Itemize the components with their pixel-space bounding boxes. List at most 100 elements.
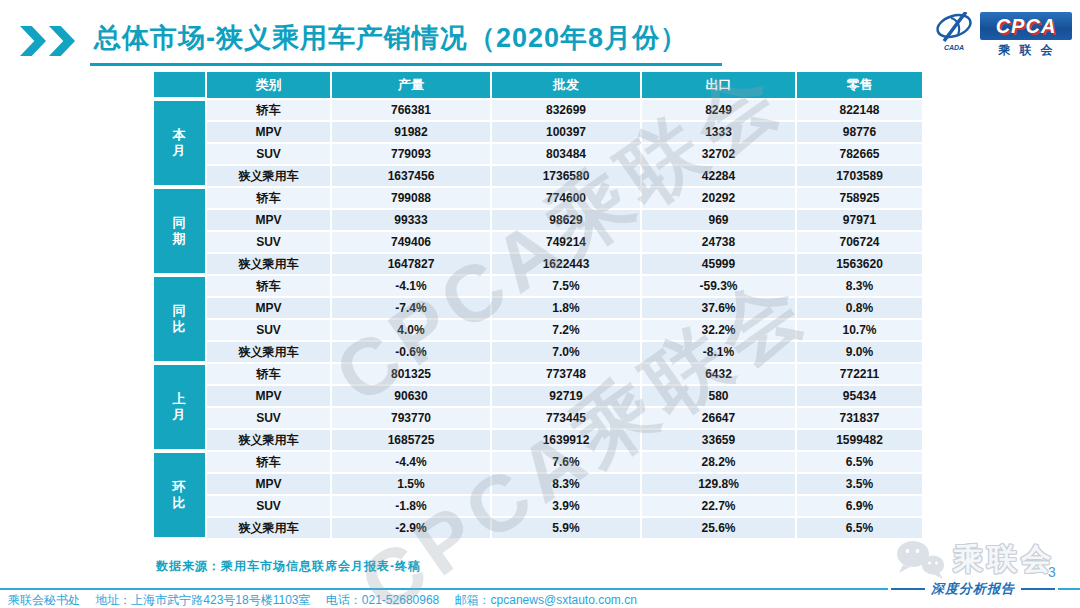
wechat-label: 乘联会 [953, 539, 1055, 580]
data-table: 类别产量批发出口零售 本 月轿车7663818326998249822148MP… [152, 70, 924, 541]
table-row: 同 比轿车-4.1%7.5%-59.3%8.3% [153, 275, 923, 297]
value-cell: 6432 [641, 363, 796, 385]
logo-swoosh-icon: CADA [931, 12, 977, 51]
category-cell: 轿车 [206, 99, 331, 121]
value-cell: 100397 [491, 121, 641, 143]
title-chevrons-icon [20, 26, 75, 56]
category-cell: 狭义乘用车 [206, 517, 331, 539]
table-row: MPV1.5%8.3%129.8%3.5% [153, 473, 923, 495]
table-container: 类别产量批发出口零售 本 月轿车7663818326998249822148MP… [152, 70, 922, 541]
value-cell: -0.6% [331, 341, 491, 363]
category-cell: 狭义乘用车 [206, 165, 331, 187]
table-row: SUV4.0%7.2%32.2%10.7% [153, 319, 923, 341]
value-cell: 10.7% [796, 319, 923, 341]
row-group-label: 上 月 [153, 363, 206, 451]
value-cell: 28.2% [641, 451, 796, 473]
value-cell: 580 [641, 385, 796, 407]
row-group-label: 同 比 [153, 275, 206, 363]
value-cell: 731837 [796, 407, 923, 429]
category-cell: SUV [206, 231, 331, 253]
value-cell: 8.3% [491, 473, 641, 495]
value-cell: 129.8% [641, 473, 796, 495]
value-cell: -7.4% [331, 297, 491, 319]
value-cell: -4.1% [331, 275, 491, 297]
category-cell: MPV [206, 473, 331, 495]
column-header: 产量 [331, 71, 491, 99]
value-cell: 1599482 [796, 429, 923, 451]
value-cell: 37.6% [641, 297, 796, 319]
value-cell: -8.1% [641, 341, 796, 363]
table-row: MPV993339862996997971 [153, 209, 923, 231]
value-cell: 0.8% [796, 297, 923, 319]
column-header: 零售 [796, 71, 923, 99]
value-cell: 803484 [491, 143, 641, 165]
category-cell: MPV [206, 209, 331, 231]
column-header: 出口 [641, 71, 796, 99]
value-cell: -1.8% [331, 495, 491, 517]
category-cell: 狭义乘用车 [206, 253, 331, 275]
table-row: SUV-1.8%3.9%22.7%6.9% [153, 495, 923, 517]
value-cell: 706724 [796, 231, 923, 253]
value-cell: 99333 [331, 209, 491, 231]
value-cell: 95434 [796, 385, 923, 407]
table-row: 狭义乘用车-2.9%5.9%25.6%6.5% [153, 517, 923, 539]
value-cell: 1.5% [331, 473, 491, 495]
category-cell: 轿车 [206, 451, 331, 473]
value-cell: 91982 [331, 121, 491, 143]
value-cell: 4.0% [331, 319, 491, 341]
value-cell: 90630 [331, 385, 491, 407]
table-row: 狭义乘用车16478271622443459991563620 [153, 253, 923, 275]
category-cell: SUV [206, 495, 331, 517]
table-row: MPV-7.4%1.8%37.6%0.8% [153, 297, 923, 319]
value-cell: 97971 [796, 209, 923, 231]
value-cell: 42284 [641, 165, 796, 187]
value-cell: 1622443 [491, 253, 641, 275]
value-cell: 1647827 [331, 253, 491, 275]
value-cell: 3.9% [491, 495, 641, 517]
category-cell: SUV [206, 319, 331, 341]
report-label: 深度分析报告 [931, 580, 1015, 598]
value-cell: 832699 [491, 99, 641, 121]
value-cell: 7.2% [491, 319, 641, 341]
value-cell: 22.7% [641, 495, 796, 517]
value-cell: 1637456 [331, 165, 491, 187]
value-cell: -4.4% [331, 451, 491, 473]
value-cell: 9.0% [796, 341, 923, 363]
value-cell: 782665 [796, 143, 923, 165]
source-note: 数据来源：乘用车市场信息联席会月报表-终稿 [156, 558, 421, 575]
value-cell: 1.8% [491, 297, 641, 319]
value-cell: 749214 [491, 231, 641, 253]
category-cell: SUV [206, 407, 331, 429]
category-cell: 轿车 [206, 275, 331, 297]
value-cell: 822148 [796, 99, 923, 121]
category-cell: SUV [206, 143, 331, 165]
value-cell: 773748 [491, 363, 641, 385]
value-cell: 1685725 [331, 429, 491, 451]
value-cell: 779093 [331, 143, 491, 165]
category-cell: 轿车 [206, 187, 331, 209]
table-row: MPV91982100397133398776 [153, 121, 923, 143]
value-cell: 5.9% [491, 517, 641, 539]
value-cell: 98629 [491, 209, 641, 231]
table-row: MPV906309271958095434 [153, 385, 923, 407]
column-header: 批发 [491, 71, 641, 99]
value-cell: 773445 [491, 407, 641, 429]
value-cell: 8249 [641, 99, 796, 121]
column-header: 类别 [206, 71, 331, 99]
value-cell: 1333 [641, 121, 796, 143]
value-cell: 774600 [491, 187, 641, 209]
category-cell: MPV [206, 297, 331, 319]
value-cell: 6.5% [796, 451, 923, 473]
table-row: 狭义乘用车-0.6%7.0%-8.1%9.0% [153, 341, 923, 363]
chevron-right-icon [49, 26, 75, 56]
value-cell: 772211 [796, 363, 923, 385]
value-cell: 801325 [331, 363, 491, 385]
category-cell: 轿车 [206, 363, 331, 385]
value-cell: 32.2% [641, 319, 796, 341]
table-row: 同 期轿车79908877460020292758925 [153, 187, 923, 209]
value-cell: 20292 [641, 187, 796, 209]
table-corner-cell [153, 71, 206, 99]
value-cell: -59.3% [641, 275, 796, 297]
value-cell: 33659 [641, 429, 796, 451]
value-cell: 3.5% [796, 473, 923, 495]
